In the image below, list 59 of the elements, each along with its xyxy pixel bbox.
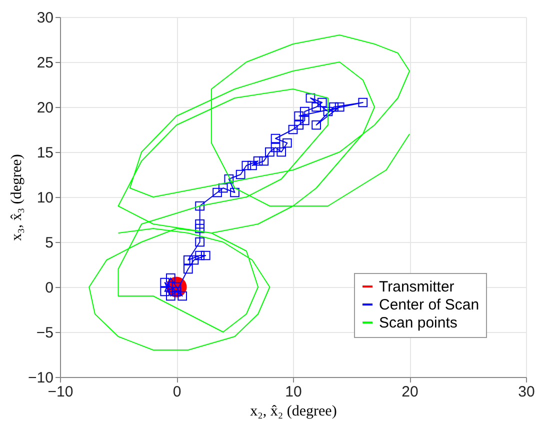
point (166, 273, 176, 283)
point (189, 255, 199, 265)
y-tick-label: 20 (36, 100, 54, 116)
x-tick-label: 30 (518, 384, 535, 400)
point (195, 201, 204, 211)
point (195, 250, 204, 260)
point (195, 219, 204, 229)
point (288, 124, 298, 134)
x-tick-label: 10 (285, 384, 302, 400)
y-tick-label: 30 (36, 10, 54, 26)
point (282, 138, 292, 148)
y-axis-title: x₃, x̂₃ (degree) (9, 154, 26, 241)
point (312, 102, 321, 112)
y-tick-label: −10 (28, 370, 54, 386)
point (358, 98, 368, 108)
point (218, 183, 228, 193)
point (200, 250, 210, 260)
point (294, 120, 304, 130)
point (306, 93, 316, 103)
point (270, 142, 280, 152)
point (334, 102, 344, 112)
point (195, 237, 204, 247)
x-tick-label: 0 (172, 384, 182, 400)
point (242, 160, 252, 170)
point (160, 286, 170, 296)
y-tick-label: 25 (36, 54, 54, 72)
x-tick-label: 20 (402, 384, 418, 400)
point (183, 255, 193, 265)
point (212, 188, 222, 198)
point (195, 224, 204, 234)
point (259, 156, 269, 166)
point (270, 134, 280, 144)
point (230, 188, 240, 198)
point (300, 106, 310, 116)
legend-label: Scan points (379, 314, 458, 332)
point (224, 174, 234, 184)
y-tick-label: 10 (36, 190, 54, 206)
point (317, 98, 327, 108)
point (178, 291, 188, 301)
y-tick-label: 15 (36, 144, 54, 162)
point (253, 156, 263, 166)
point (236, 170, 246, 180)
y-tick-label: −5 (36, 324, 54, 342)
point (183, 264, 193, 274)
point (160, 278, 170, 288)
point (265, 147, 274, 157)
point (329, 102, 338, 112)
point (300, 116, 310, 126)
point (248, 160, 257, 170)
point (312, 120, 321, 130)
x-axis-title: x₂, x̂₂ (degree) (250, 404, 337, 420)
point (323, 106, 333, 116)
y-tick-label: 5 (45, 234, 54, 252)
point (276, 147, 286, 157)
legend-label: Center of Scan (379, 296, 480, 314)
legend-label: Transmitter (379, 278, 454, 296)
point (166, 291, 176, 301)
y-tick-label: 0 (45, 280, 54, 296)
point (294, 111, 304, 121)
